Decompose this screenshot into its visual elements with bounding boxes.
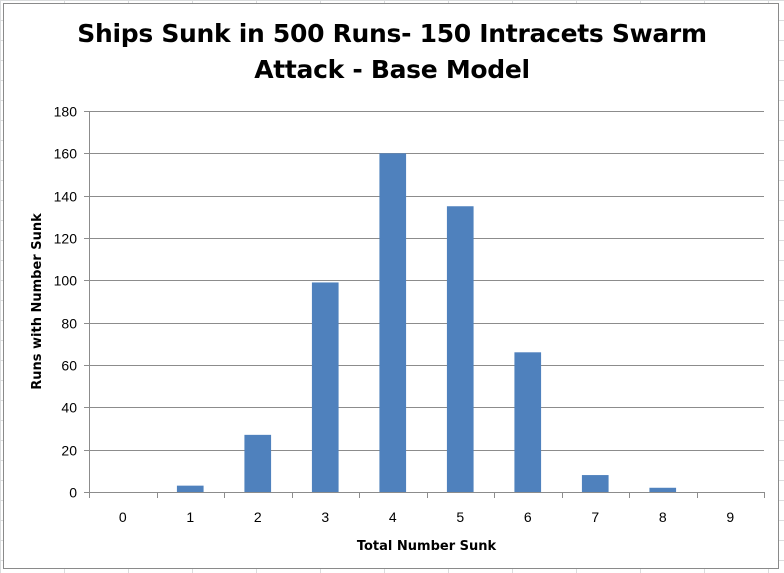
bar-2 <box>244 434 272 492</box>
bar-8 <box>649 487 677 492</box>
y-tick-label: 180 <box>54 104 78 120</box>
bar-7 <box>581 475 609 492</box>
y-tick-label: 120 <box>54 231 78 247</box>
bar-chart-plot: 0 20 40 60 80 100 120 140 160 180 0 1 2 3 4 5 6 7 8 9 Total… <box>30 104 765 554</box>
y-axis-title: Runs with Number Sunk <box>30 213 45 390</box>
y-tick-label: 0 <box>69 485 77 501</box>
y-tick-label: 100 <box>54 273 78 289</box>
chart-title-line-2: Attack - Base Model <box>254 55 530 84</box>
y-tick-label: 60 <box>61 358 77 374</box>
bar-3 <box>311 282 339 492</box>
x-tick-label: 7 <box>591 509 599 525</box>
x-tick-label: 4 <box>389 509 397 525</box>
bar-4 <box>379 153 407 493</box>
x-tick-label: 6 <box>524 509 532 525</box>
y-tick-label: 80 <box>61 316 77 332</box>
bar-1 <box>176 485 204 492</box>
chart-title: Ships Sunk in 500 Runs- 150 Intracets Sw… <box>4 16 780 88</box>
x-tick-label: 2 <box>254 509 262 525</box>
y-tick-label: 20 <box>61 443 77 459</box>
y-tick-label: 160 <box>54 146 78 162</box>
x-tick-label: 1 <box>186 509 194 525</box>
chart-title-line-1: Ships Sunk in 500 Runs- 150 Intracets Sw… <box>77 19 707 48</box>
bar-5 <box>446 206 474 492</box>
bar-6 <box>514 352 542 492</box>
x-tick-label: 8 <box>659 509 667 525</box>
y-tick-label: 140 <box>54 189 78 205</box>
gridlines <box>89 111 764 451</box>
axes: 0 20 40 60 80 100 120 140 160 180 0 1 2 3 4 5 6 7 8 9 <box>54 104 765 525</box>
x-tick-label: 5 <box>456 509 464 525</box>
bars <box>176 153 677 493</box>
x-axis-title: Total Number Sunk <box>357 539 497 554</box>
y-tick-label: 40 <box>61 400 77 416</box>
x-tick-label: 3 <box>321 509 329 525</box>
x-tick-label: 0 <box>119 509 127 525</box>
chart-area[interactable]: Ships Sunk in 500 Runs- 150 Intracets Sw… <box>3 3 779 569</box>
x-tick-label: 9 <box>726 509 734 525</box>
